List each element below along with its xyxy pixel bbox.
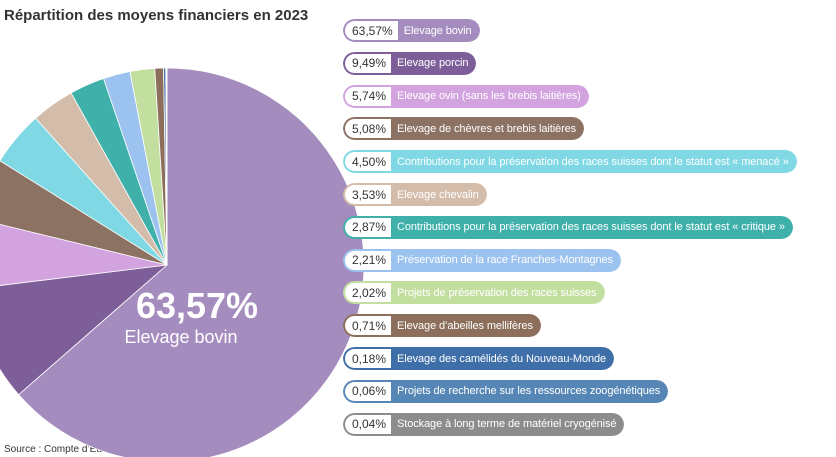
legend-value: 0,06% [343,379,392,403]
chart-title: Répartition des moyens financiers en 202… [4,7,308,24]
legend-label: Contributions pour la préservation des r… [391,215,793,239]
legend-value: 5,74% [343,84,392,108]
legend-value: 3,53% [343,183,392,206]
legend-value: 0,04% [343,412,392,436]
legend-item: 0,71% Elevage d’abeilles mellifères [343,314,541,338]
legend-item: 5,74% Elevage ovin (sans les brebis laiti… [343,84,589,108]
legend-label: Contributions pour la préservation des r… [391,150,797,174]
pie-slice [0,223,168,286]
legend-value: 2,21% [343,248,392,272]
legend-item: 63,57% Elevage bovin [343,19,480,42]
legend-item: 2,87% Contributions pour la préservation … [343,215,793,239]
legend-item: 0,18% Elevage des camélidés du Nouveau-Mo… [343,347,615,370]
legend-value: 0,18% [343,347,392,370]
legend-item: 0,04% Stockage à long terme de matériel c… [343,412,625,436]
legend-label: Stockage à long terme de matériel cryogé… [391,412,625,436]
legend-label: Elevage ovin (sans les brebis laitières) [391,84,589,108]
legend-label: Elevage bovin [397,19,480,42]
legend-label: Elevage chevalin [391,183,487,206]
legend-item: 9,49% Elevage porcin [343,51,477,75]
center-label: Elevage bovin [124,327,237,347]
legend-label: Elevage des camélidés du Nouveau-Monde [391,347,615,370]
pie-slice [0,264,169,396]
pie-slice [0,160,168,266]
legend-item: 5,08% Elevage de chèvres et brebis laitiè… [343,117,585,141]
legend-label: Elevage porcin [391,51,477,75]
legend-value: 2,02% [343,281,392,305]
legend-item: 3,53% Elevage chevalin [343,183,487,206]
center-value: 63,57% [136,285,258,326]
legend-value: 5,08% [343,117,392,141]
legend-item: 4,50% Contributions pour la préservation … [343,150,797,174]
legend-value: 9,49% [343,51,392,75]
legend-value: 63,57% [343,19,398,42]
legend-value: 2,87% [343,215,392,239]
legend-label: Projets de recherche sur les ressources … [391,379,669,403]
pie-slice [18,67,365,457]
legend-label: Elevage de chèvres et brebis laitières [391,117,585,141]
legend-item: 2,02% Projets de préservation des races s… [343,281,605,305]
legend-label: Préservation de la race Franches-Montagn… [391,248,621,272]
legend-item: 0,06% Projets de recherche sur les ressou… [343,379,669,403]
source: Source : Compte d’Etat et OFAG [4,444,149,455]
legend-label: Elevage d’abeilles mellifères [391,314,541,338]
legend-label: Projets de préservation des races suisse… [391,281,605,305]
legend-value: 0,71% [343,314,392,338]
legend-item: 2,21% Préservation de la race Franches-Mo… [343,248,621,272]
legend-value: 4,50% [343,150,392,174]
